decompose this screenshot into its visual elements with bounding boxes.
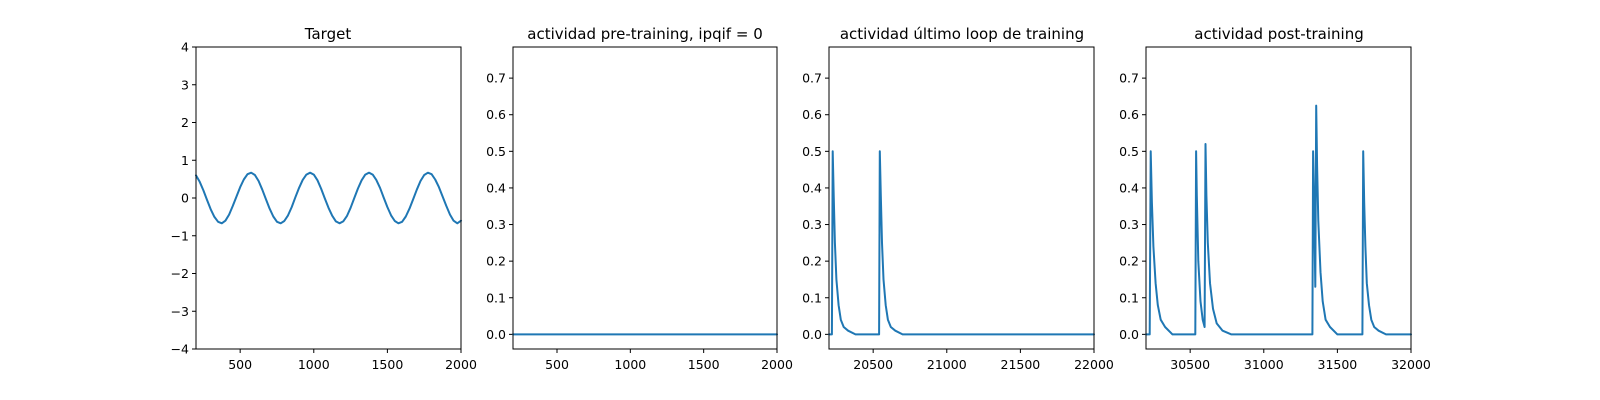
y-tick-label: 0.5	[1119, 144, 1139, 159]
x-axis-ticks: 500 1000 1500 2000	[228, 349, 477, 372]
x-tick-label: 22000	[1074, 357, 1114, 372]
x-axis-ticks: 30500 31000 31500 32000	[1170, 349, 1431, 372]
y-axis-ticks: 0.0 0.1 0.2 0.3 0.4 0.5 0.6 0.7	[802, 71, 829, 342]
subplot-title: actividad último loop de training	[840, 25, 1084, 43]
y-tick-label: 2	[181, 115, 189, 130]
y-tick-label: 0.7	[802, 71, 822, 86]
y-tick-label: 0.3	[486, 217, 506, 232]
y-tick-label: 0.6	[486, 107, 506, 122]
y-tick-label: −3	[171, 304, 189, 319]
x-axis-ticks: 500 1000 1500 2000	[545, 349, 793, 372]
y-tick-label: 0.0	[1119, 327, 1139, 342]
y-tick-label: 0.6	[1119, 107, 1139, 122]
y-tick-label: 0.3	[1119, 217, 1139, 232]
series-line	[1145, 104, 1412, 336]
y-tick-label: 0.1	[1119, 290, 1139, 305]
x-tick-label: 31500	[1318, 357, 1358, 372]
series-lines	[1145, 104, 1412, 336]
y-tick-label: 1	[181, 153, 189, 168]
y-tick-label: 0.0	[486, 327, 506, 342]
axes-frame	[1145, 46, 1412, 350]
subplot-title: actividad post-training	[1194, 25, 1363, 43]
axes-frame	[195, 46, 462, 350]
x-tick-label: 30500	[1170, 357, 1210, 372]
x-tick-label: 2000	[761, 357, 793, 372]
y-tick-label: 0.0	[802, 327, 822, 342]
series-line	[828, 150, 1095, 336]
x-tick-label: 20500	[853, 357, 893, 372]
x-tick-label: 21000	[927, 357, 967, 372]
subplot-title: actividad pre-training, ipqif = 0	[527, 25, 763, 43]
y-tick-label: 0.7	[486, 71, 506, 86]
x-tick-label: 1500	[688, 357, 720, 372]
y-tick-label: 0.5	[802, 144, 822, 159]
y-axis-ticks: 0.0 0.1 0.2 0.3 0.4 0.5 0.6 0.7	[1119, 71, 1146, 342]
y-tick-label: −1	[171, 228, 189, 243]
y-axis-ticks: −4 −3 −2 −1 0 1 2 3 4	[171, 40, 196, 357]
x-tick-label: 500	[228, 357, 252, 372]
y-tick-label: 0.1	[802, 290, 822, 305]
series-lines	[195, 171, 462, 225]
x-tick-label: 500	[545, 357, 569, 372]
x-tick-label: 1000	[298, 357, 330, 372]
y-axis-ticks: 0.0 0.1 0.2 0.3 0.4 0.5 0.6 0.7	[486, 71, 513, 342]
subplot-post-training: actividad post-training 30500 31000 31500 3…	[1119, 25, 1431, 372]
y-tick-label: 0.4	[486, 180, 506, 195]
y-tick-label: 4	[181, 40, 189, 55]
subplot-pre-training: actividad pre-training, ipqif = 0 500 100…	[486, 25, 793, 372]
x-tick-label: 2000	[445, 357, 477, 372]
y-tick-label: 0.6	[802, 107, 822, 122]
x-axis-ticks: 20500 21000 21500 22000	[853, 349, 1114, 372]
y-tick-label: 0.2	[1119, 254, 1139, 269]
y-tick-label: 0.2	[802, 254, 822, 269]
series-lines	[828, 150, 1095, 336]
x-tick-label: 1500	[371, 357, 403, 372]
y-tick-label: −4	[171, 342, 189, 357]
y-tick-label: 3	[181, 77, 189, 92]
axes-frame	[828, 46, 1095, 350]
y-tick-label: 0.5	[486, 144, 506, 159]
y-tick-label: 0.3	[802, 217, 822, 232]
series-line	[195, 171, 462, 225]
x-tick-label: 32000	[1391, 357, 1431, 372]
axes-frame	[512, 46, 778, 350]
subplot-title: Target	[304, 25, 352, 43]
y-tick-label: 0.7	[1119, 71, 1139, 86]
y-tick-label: 0.4	[802, 180, 822, 195]
y-tick-label: 0.2	[486, 254, 506, 269]
y-tick-label: −2	[171, 266, 189, 281]
x-tick-label: 21500	[1001, 357, 1041, 372]
x-tick-label: 1000	[614, 357, 646, 372]
x-tick-label: 31000	[1244, 357, 1284, 372]
subplot-last-training-loop: actividad último loop de training 20500 2…	[802, 25, 1114, 372]
y-tick-label: 0.1	[486, 290, 506, 305]
y-tick-label: 0.4	[1119, 180, 1139, 195]
subplot-target: Target 500 1000 1500 2000 −4 −3 −2 −1 0 1 2 3 4	[171, 25, 477, 372]
y-tick-label: 0	[181, 191, 189, 206]
